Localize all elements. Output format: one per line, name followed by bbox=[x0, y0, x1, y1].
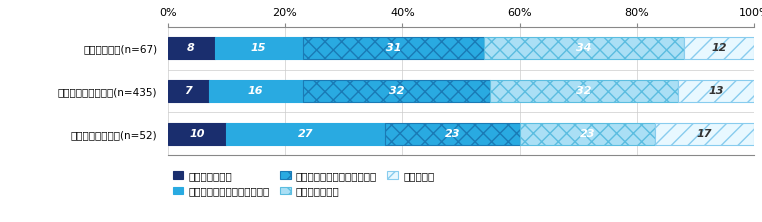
Text: 32: 32 bbox=[389, 86, 404, 96]
Bar bbox=[491, 80, 678, 102]
Bar bbox=[485, 37, 684, 59]
Legend: １００万円以下, １００万円以上３００万未満, ３００万円以上６００万未満, ６００万円以上, わからない: １００万円以下, １００万円以上３００万未満, ３００万円以上６００万未満, ６… bbox=[173, 171, 434, 196]
Text: 10: 10 bbox=[189, 129, 205, 139]
Text: 7: 7 bbox=[184, 86, 192, 96]
Text: 23: 23 bbox=[579, 129, 595, 139]
Text: 32: 32 bbox=[577, 86, 592, 96]
Text: 8: 8 bbox=[187, 43, 195, 53]
Bar bbox=[303, 37, 485, 59]
Bar bbox=[520, 123, 655, 145]
Bar bbox=[655, 123, 754, 145]
Bar bbox=[209, 80, 303, 102]
Text: 17: 17 bbox=[696, 129, 712, 139]
Bar bbox=[385, 123, 520, 145]
Bar bbox=[684, 37, 754, 59]
Bar bbox=[168, 37, 215, 59]
Text: 27: 27 bbox=[298, 129, 313, 139]
Text: 15: 15 bbox=[251, 43, 267, 53]
Bar bbox=[215, 37, 303, 59]
Text: 13: 13 bbox=[709, 86, 724, 96]
Bar bbox=[168, 123, 226, 145]
Bar bbox=[168, 80, 209, 102]
Text: 34: 34 bbox=[577, 43, 592, 53]
Text: 23: 23 bbox=[444, 129, 460, 139]
Text: 12: 12 bbox=[712, 43, 727, 53]
Bar bbox=[226, 123, 385, 145]
Bar bbox=[303, 80, 491, 102]
Text: 16: 16 bbox=[248, 86, 264, 96]
Text: 31: 31 bbox=[386, 43, 402, 53]
Bar bbox=[678, 80, 754, 102]
